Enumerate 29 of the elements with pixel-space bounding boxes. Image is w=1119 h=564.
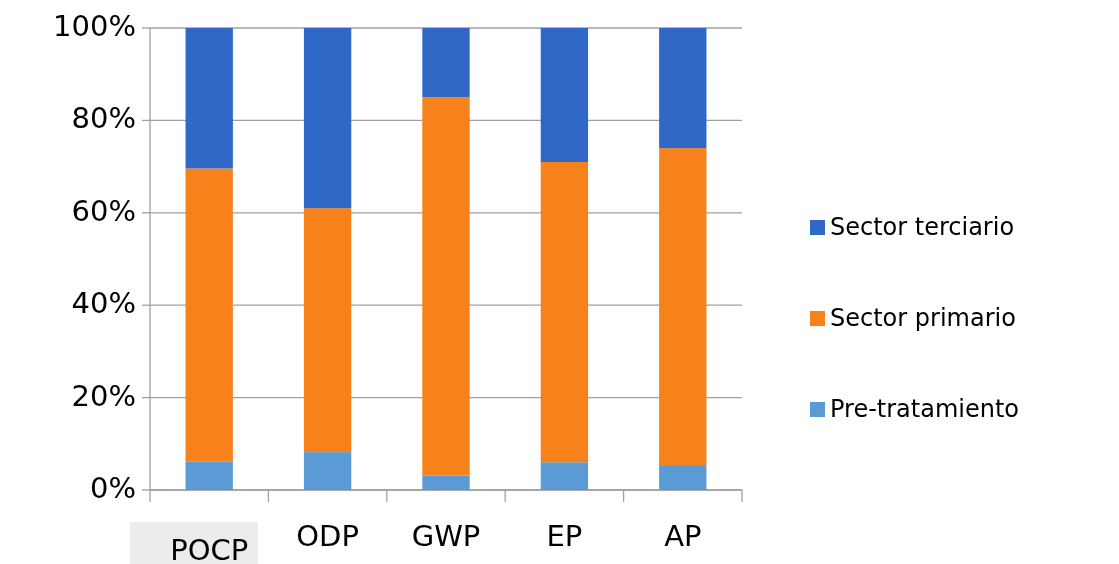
bar xyxy=(303,28,352,209)
bar xyxy=(422,475,470,490)
y-tick-label: 100% xyxy=(53,9,136,43)
bar xyxy=(659,148,707,466)
x-tick-label: ODP xyxy=(296,519,359,553)
y-tick-label: 40% xyxy=(71,286,136,321)
bar xyxy=(303,452,352,490)
legend-label: Pre-tratamiento xyxy=(830,395,1020,423)
bar xyxy=(185,28,233,169)
x-tick-label: GWP xyxy=(411,519,481,553)
bar xyxy=(540,161,589,463)
legend-label: Sector terciario xyxy=(830,213,1015,241)
bar xyxy=(185,168,233,462)
x-tick-label: EP xyxy=(546,519,583,553)
bar xyxy=(659,465,707,490)
bar xyxy=(659,28,707,149)
bar xyxy=(185,461,233,490)
bar xyxy=(540,28,589,162)
y-tick-label: 0% xyxy=(89,471,136,505)
x-tick-label: AP xyxy=(664,519,702,553)
y-tick-label: 80% xyxy=(71,101,136,136)
bar xyxy=(422,28,470,98)
y-tick-label: 60% xyxy=(71,193,136,228)
x-tick-label: POCP xyxy=(170,533,249,564)
bar xyxy=(422,97,470,476)
legend-label: Sector primario xyxy=(830,304,1016,332)
bar xyxy=(540,462,589,490)
bar xyxy=(303,208,352,453)
y-tick-label: 20% xyxy=(71,378,136,413)
